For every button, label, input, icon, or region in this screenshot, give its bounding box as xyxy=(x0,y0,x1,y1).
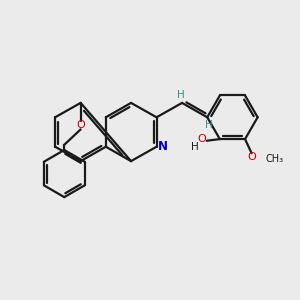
Text: O: O xyxy=(76,120,85,130)
Text: H: H xyxy=(177,90,184,100)
Text: O: O xyxy=(247,152,256,162)
Text: O: O xyxy=(197,134,206,144)
Text: H: H xyxy=(191,142,199,152)
Text: CH₃: CH₃ xyxy=(265,154,284,164)
Text: N: N xyxy=(158,140,167,153)
Text: H: H xyxy=(205,121,213,130)
